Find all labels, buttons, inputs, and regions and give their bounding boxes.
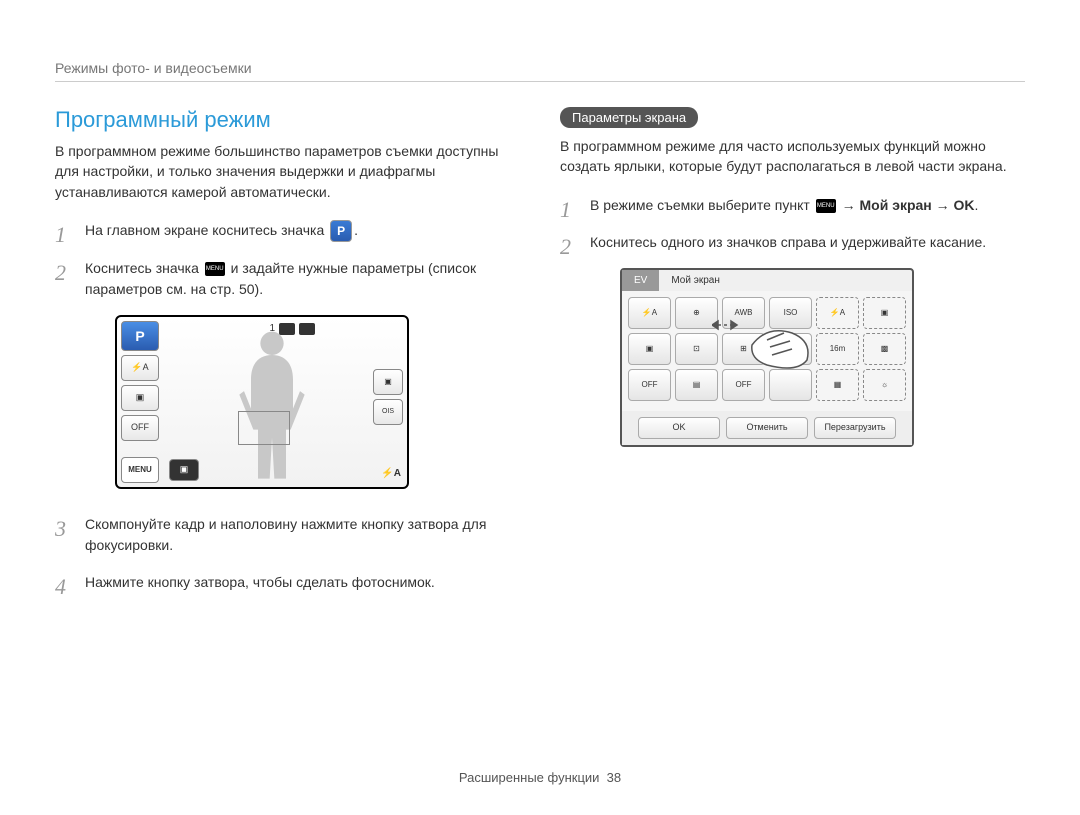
grid-btn xyxy=(769,369,812,401)
cam-off-button: OFF xyxy=(121,415,159,441)
left-steps: На главном экране коснитесь значка P. Ко… xyxy=(55,220,520,593)
step-text: Коснитесь одного из значков справа и уде… xyxy=(590,234,986,250)
cam-flash-button: ⚡A xyxy=(121,355,159,381)
cancel-button: Отменить xyxy=(726,417,808,439)
page-title: Программный режим xyxy=(55,107,520,133)
step-text: → xyxy=(932,197,954,213)
cam-focus-button: ▣ xyxy=(121,385,159,411)
step-text: Коснитесь значка xyxy=(85,260,203,276)
battery-icon xyxy=(299,323,315,335)
step-4: Нажмите кнопку затвора, чтобы сделать фо… xyxy=(55,572,520,593)
step-text: . xyxy=(975,197,979,213)
grid-btn: ⊡ xyxy=(675,333,718,365)
page-footer: Расширенные функции 38 xyxy=(0,770,1080,785)
viewfinder-figure: P ⚡A ▣ OFF MENU xyxy=(115,315,520,489)
intro-left: В программном режиме большинство парамет… xyxy=(55,141,520,202)
right-steps: В режиме съемки выберите пункт MENU → Мо… xyxy=(560,195,1025,447)
grid-btn: OFF xyxy=(722,369,765,401)
tab-myscreen: Мой экран xyxy=(659,270,732,291)
step-bold: Мой экран xyxy=(860,197,932,213)
right-step-1: В режиме съемки выберите пункт MENU → Мо… xyxy=(560,195,1025,216)
grid-btn: ⚡A xyxy=(628,297,671,329)
grid-btn-dashed: ▩ xyxy=(863,333,906,365)
grid-btn xyxy=(769,333,812,365)
right-column: Параметры экрана В программном режиме дл… xyxy=(560,107,1025,609)
step-2: Коснитесь значка MENU и задайте нужные п… xyxy=(55,258,520,489)
reset-button: Перезагрузить xyxy=(814,417,896,439)
tab-ev: EV xyxy=(622,270,659,291)
right-step-2: Коснитесь одного из значков справа и уде… xyxy=(560,232,1025,447)
top-right-indicators: 1 xyxy=(269,321,315,336)
memory-icon xyxy=(279,323,295,335)
bottom-right-label: ⚡A xyxy=(381,466,401,481)
menu-icon: MENU xyxy=(816,199,836,213)
grid-btn-dashed: 16m xyxy=(816,333,859,365)
intro-right: В программном режиме для часто используе… xyxy=(560,136,1025,177)
left-column: Программный режим В программном режиме б… xyxy=(55,107,520,609)
step-text: → xyxy=(838,197,860,213)
grid-btn: ⊕ xyxy=(675,297,718,329)
step-text: . xyxy=(354,222,358,238)
step-1: На главном экране коснитесь значка P. xyxy=(55,220,520,242)
grid-btn: OFF xyxy=(628,369,671,401)
myscreen-figure: EV Мой экран ⚡A ⊕ AWB ISO ⚡A xyxy=(620,268,1025,447)
step-bold: OK xyxy=(954,197,975,213)
cam-right-1: ▣ xyxy=(373,369,403,395)
step-text: В режиме съемки выберите пункт xyxy=(590,197,814,213)
ok-button: OK xyxy=(638,417,720,439)
step-3: Скомпонуйте кадр и наполовину нажмите кн… xyxy=(55,514,520,556)
section-header: Режимы фото- и видеосъемки xyxy=(55,60,1025,82)
grid-btn-dashed: ▦ xyxy=(816,369,859,401)
step-text: На главном экране коснитесь значка xyxy=(85,222,328,238)
person-silhouette-icon xyxy=(237,327,307,490)
grid-btn: ISO xyxy=(769,297,812,329)
focus-box xyxy=(238,411,290,445)
grid-btn: AWB xyxy=(722,297,765,329)
grid-btn-dashed: ☼ xyxy=(863,369,906,401)
footer-page: 38 xyxy=(607,770,621,785)
cam-rec-button: ▣ xyxy=(169,459,199,481)
cam-menu-button: MENU xyxy=(121,457,159,483)
grid-btn: ▣ xyxy=(628,333,671,365)
screen-params-pill: Параметры экрана xyxy=(560,107,698,128)
p-mode-icon: P xyxy=(330,220,352,242)
grid-btn-dashed: ▣ xyxy=(863,297,906,329)
menu-icon: MENU xyxy=(205,262,225,276)
grid-btn: ▤ xyxy=(675,369,718,401)
cam-ois-button: OIS xyxy=(373,399,403,425)
cam-p-button: P xyxy=(121,321,159,351)
grid-btn: ⊞ xyxy=(722,333,765,365)
footer-text: Расширенные функции xyxy=(459,770,600,785)
grid-btn-dashed: ⚡A xyxy=(816,297,859,329)
